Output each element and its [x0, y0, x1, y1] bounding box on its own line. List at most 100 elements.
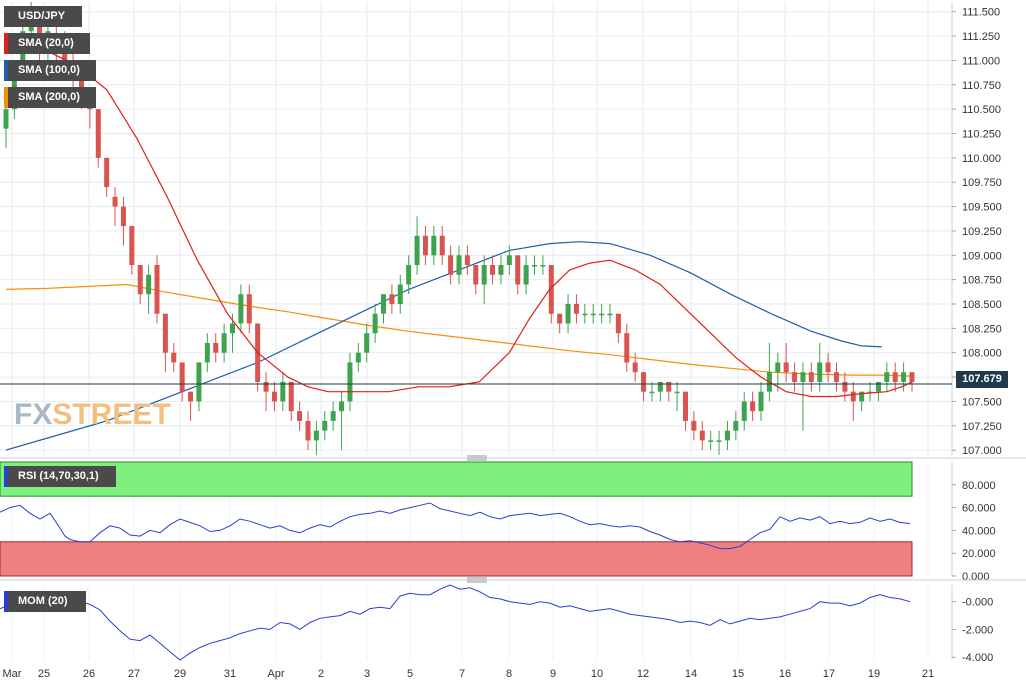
candle-body — [397, 284, 403, 304]
candle-body — [322, 420, 328, 431]
candle-body — [238, 294, 244, 324]
time-tick-label: 21 — [922, 668, 934, 680]
candle-body — [842, 381, 848, 392]
axis-labels: 111.500 111.250 111.000 110.750 110.500 110.2… — [3, 7, 1002, 680]
time-tick-label: 31 — [224, 668, 236, 680]
candle-body — [649, 391, 655, 394]
candle-body — [381, 294, 386, 314]
time-tick-label: 5 — [407, 668, 413, 680]
candle-body — [909, 372, 915, 382]
pane-dividers[interactable] — [0, 455, 1026, 583]
time-tick-label: Apr — [267, 668, 284, 680]
candle-body — [506, 255, 512, 266]
legend-sma200[interactable]: SMA (200,0) — [4, 87, 96, 108]
candle-body — [230, 323, 235, 334]
candle-body — [389, 294, 395, 304]
sma100-swatch — [4, 60, 8, 81]
time-tick-label: 7 — [459, 668, 465, 680]
watermark-fx: FX — [14, 398, 53, 431]
candle-body — [892, 372, 898, 382]
candle-body — [448, 255, 454, 275]
candle-body — [724, 430, 730, 441]
candle-body — [347, 362, 353, 402]
candle-body — [422, 235, 428, 256]
candle-body — [733, 420, 739, 431]
candle-body — [632, 362, 638, 373]
candle-body — [372, 313, 378, 334]
candle-body — [750, 401, 756, 412]
candle-body — [162, 313, 168, 353]
candle-body — [364, 333, 370, 353]
time-tick-label: Mar — [3, 668, 22, 680]
time-tick-label: 27 — [128, 668, 140, 680]
candle-body — [490, 265, 496, 275]
sma20-swatch — [4, 33, 8, 54]
sma200-path — [5, 283, 913, 377]
candle-body — [901, 372, 907, 382]
candle-body — [758, 391, 764, 412]
candles — [3, 2, 915, 455]
candle-body — [699, 430, 705, 441]
candle-body — [624, 333, 630, 363]
legend-symbol[interactable]: USD/JPY — [4, 6, 82, 27]
candle-body — [565, 304, 571, 324]
price-tick-label: 110.750 — [962, 80, 1001, 92]
candle-body — [573, 304, 579, 314]
candle-body — [666, 381, 672, 392]
rsi-path — [0, 502, 911, 550]
price-tick-label: 108.000 — [962, 348, 1002, 360]
symbol-label: USD/JPY — [18, 10, 66, 22]
legend-mom[interactable]: MOM (20) — [4, 591, 86, 612]
candle-body — [808, 372, 814, 382]
candle-body — [280, 381, 286, 402]
candle-body — [641, 372, 647, 392]
time-tick-label: 26 — [83, 668, 95, 680]
candle-body — [213, 342, 219, 353]
price-tick-label: 111.500 — [962, 7, 1000, 19]
candle-body — [246, 294, 252, 324]
time-tick-label: 16 — [779, 668, 791, 680]
legend-sma100[interactable]: SMA (100,0) — [4, 60, 96, 81]
price-tick-label: 110.500 — [962, 104, 1001, 116]
time-tick-label: 14 — [685, 668, 697, 680]
candle-body — [834, 372, 839, 382]
candle-body — [674, 391, 680, 394]
legend-sma20[interactable]: SMA (20,0) — [4, 33, 90, 54]
candle-body — [783, 362, 789, 373]
price-tick-label: 108.500 — [962, 299, 1002, 311]
current-price-badge: 107.679 — [956, 371, 1008, 388]
candle-body — [146, 274, 152, 295]
candle-body — [683, 391, 688, 421]
candle-body — [95, 109, 101, 158]
time-tick-label: 12 — [637, 668, 649, 680]
price-tick-label: 108.250 — [962, 323, 1002, 335]
rsi-oversold-zone — [0, 541, 913, 577]
legend-rsi[interactable]: RSI (14,70,30,1) — [4, 466, 116, 487]
price-tick-label: 107.000 — [962, 445, 1002, 457]
candle-body — [271, 391, 277, 402]
candle-body — [313, 430, 319, 441]
mom-swatch — [4, 591, 8, 612]
candle-body — [590, 313, 596, 316]
candle-body — [515, 255, 521, 285]
candle-body — [171, 352, 177, 363]
time-tick-label: 15 — [732, 668, 744, 680]
time-tick-label: 19 — [868, 668, 880, 680]
rsi-line — [0, 502, 911, 550]
candle-body — [196, 362, 202, 402]
symbol-swatch — [4, 6, 8, 27]
price-tick-label: 108.750 — [962, 275, 1002, 287]
rsi-tick-label: 40.000 — [962, 525, 996, 537]
candle-body — [817, 362, 823, 382]
price-tick-label: 107.500 — [962, 396, 1002, 408]
candle-body — [406, 265, 412, 285]
time-tick-label: 3 — [364, 668, 370, 680]
candle-body — [615, 313, 621, 334]
candle-body — [431, 235, 437, 256]
candle-body — [473, 265, 479, 285]
candle-body — [188, 391, 194, 402]
price-tick-label: 109.000 — [962, 250, 1002, 262]
candle-body — [137, 265, 143, 295]
candle-body — [154, 265, 160, 314]
candle-body — [884, 372, 890, 382]
